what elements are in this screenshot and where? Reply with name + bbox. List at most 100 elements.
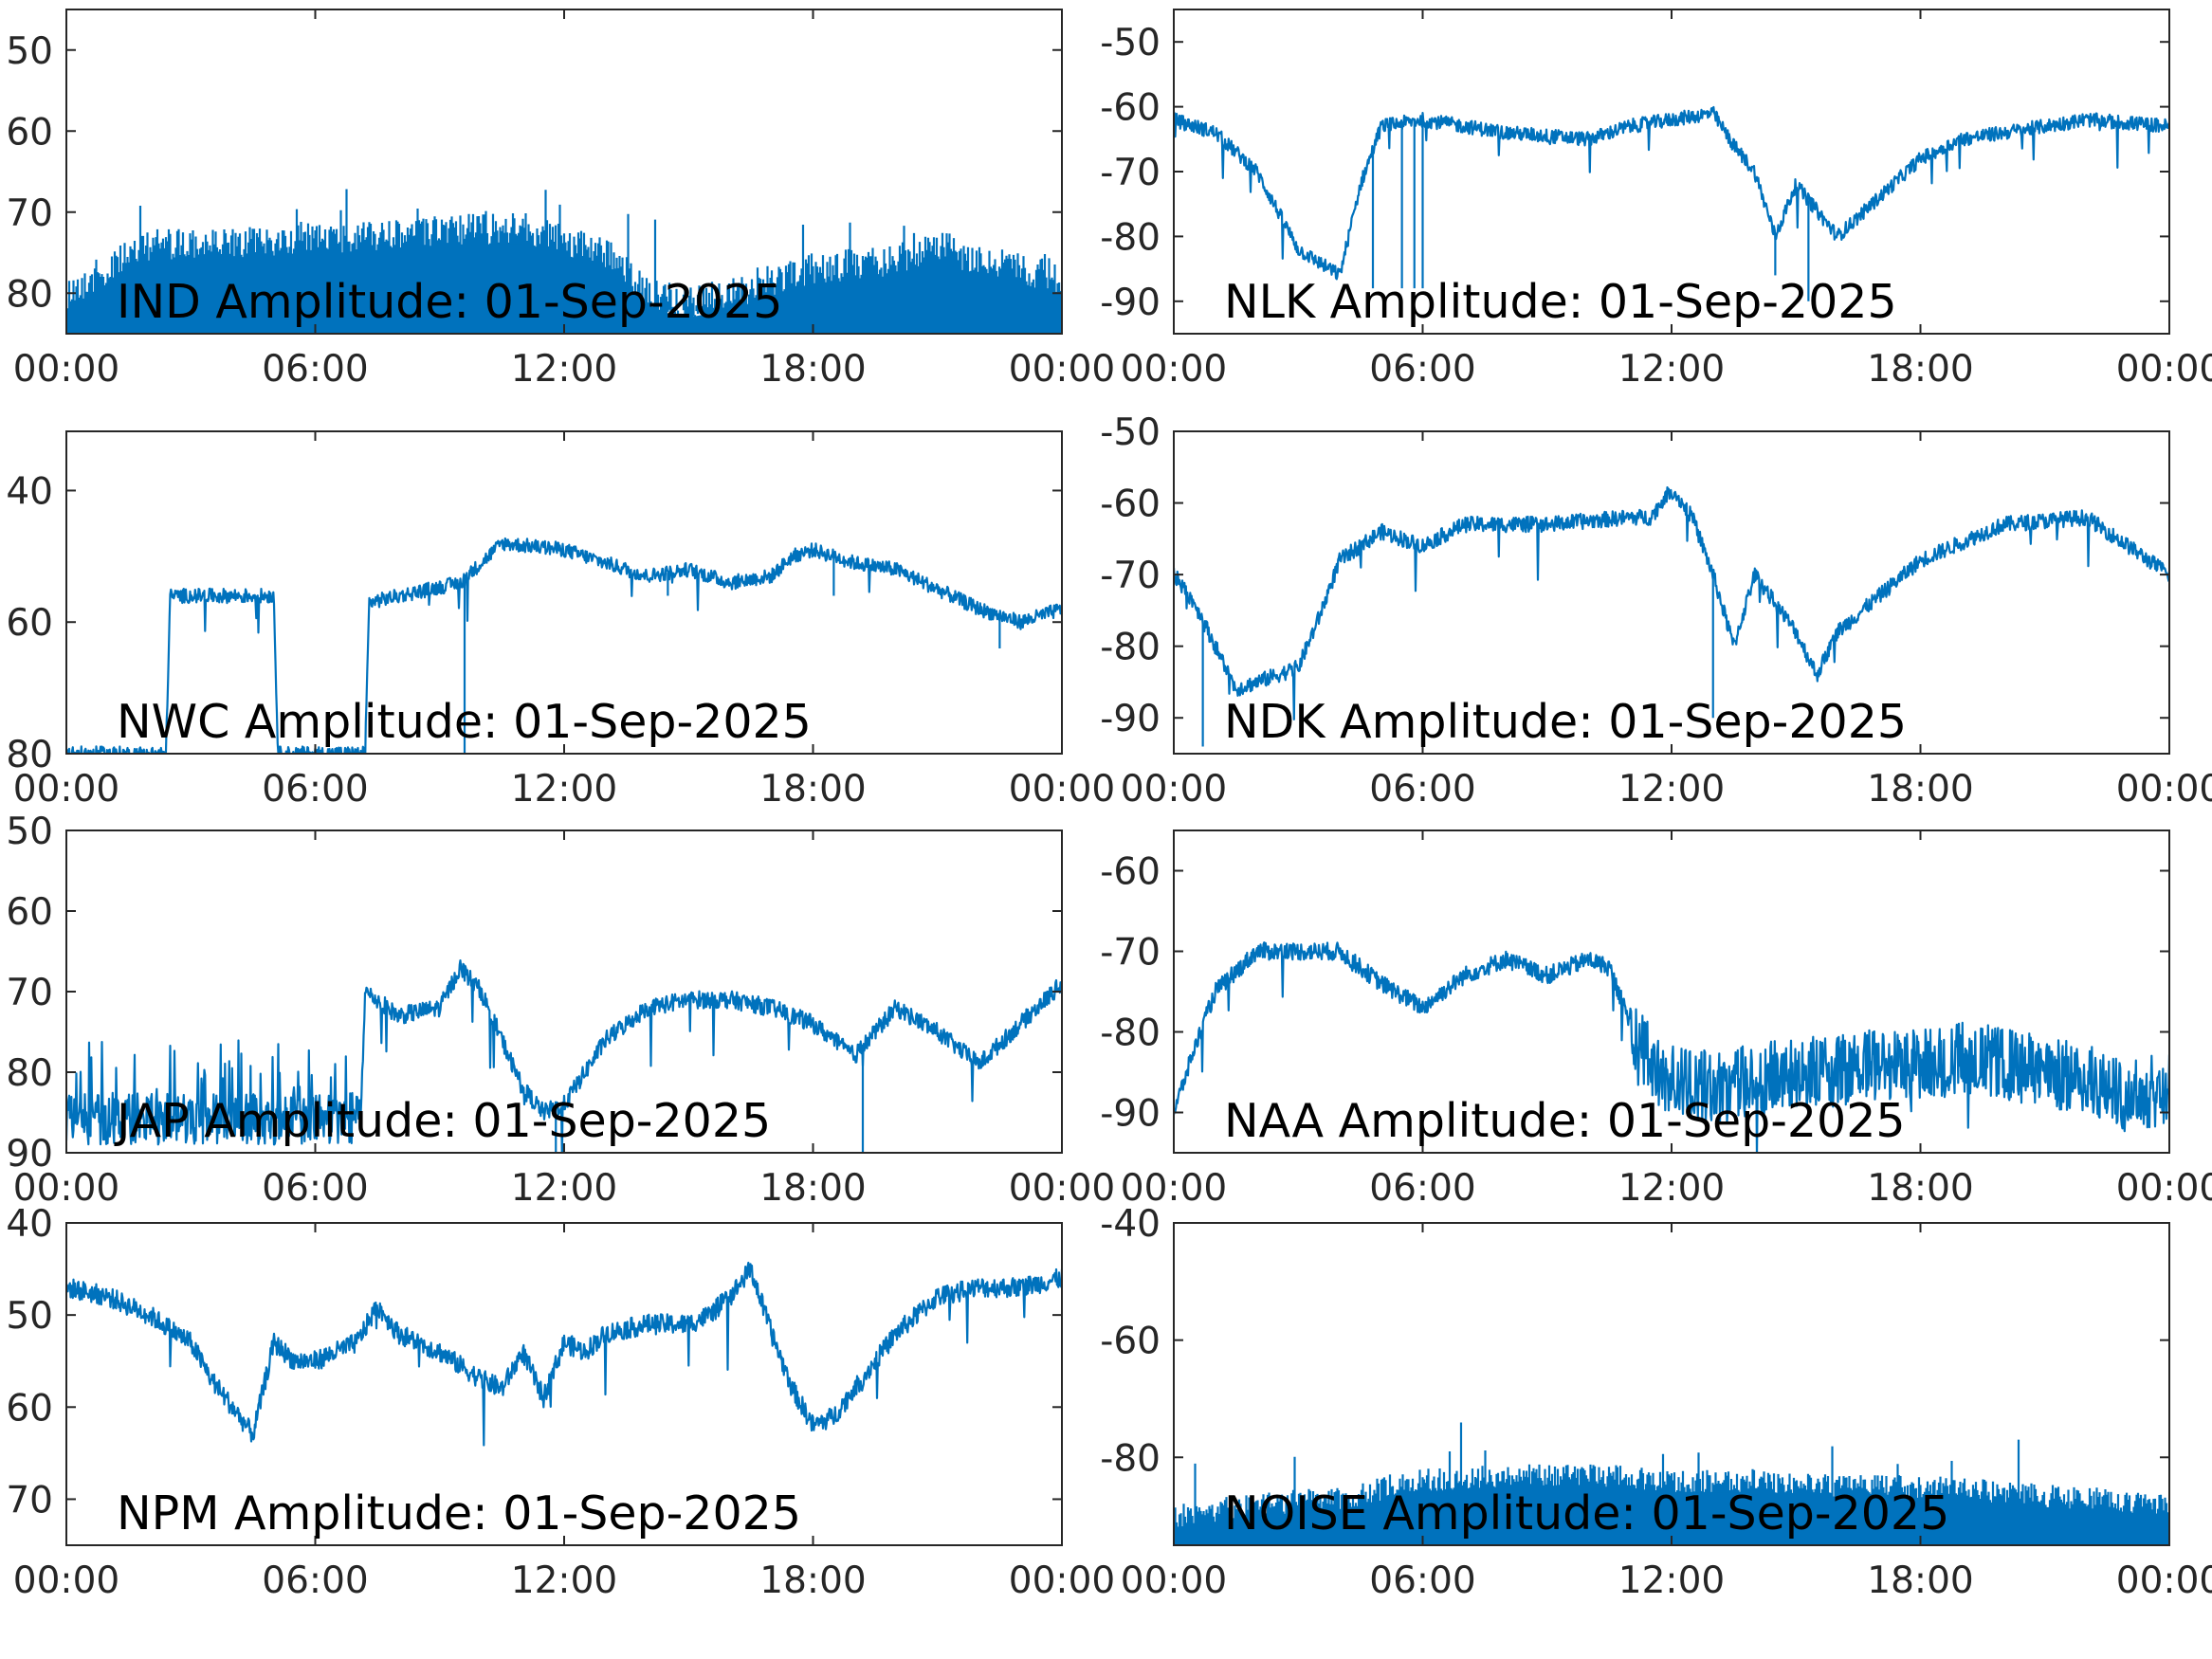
y-tick-label: 80 xyxy=(6,1052,53,1095)
x-tick-label: 18:00 xyxy=(759,768,866,811)
y-tick-label: -40 xyxy=(1100,1203,1161,1246)
panel-3: 00:00 06:00 12:00 18:00 00:00 40 60 80 NWC Ampli… xyxy=(6,430,1115,811)
x-tick-label: 18:00 xyxy=(1867,1559,1973,1602)
y-tick-label: 50 xyxy=(6,1295,53,1338)
y-tick-label: -80 xyxy=(1100,627,1161,669)
y-tick-label: 70 xyxy=(6,192,53,235)
y-tick-label: 80 xyxy=(6,734,53,776)
y-tick-label: 60 xyxy=(6,111,53,154)
x-tick-label: 00:00 xyxy=(13,768,119,811)
x-tick-label: 06:00 xyxy=(1369,348,1475,391)
panel-7: 00:00 06:00 12:00 18:00 00:00 40 50 60 70 NPM Amp… xyxy=(6,1203,1115,1602)
panel-8: 00:00 06:00 12:00 18:00 00:00 -40 -60 -80 NOISE … xyxy=(1100,1203,2212,1602)
y-tick-label: 50 xyxy=(6,30,53,73)
x-tick-label: 06:00 xyxy=(262,1167,368,1210)
y-tick-label: 40 xyxy=(6,470,53,513)
x-tick-label: 00:00 xyxy=(2116,1559,2212,1602)
x-tick-label: 00:00 xyxy=(1121,768,1227,811)
x-tick-label: 06:00 xyxy=(1369,1559,1475,1602)
x-tick-label: 00:00 xyxy=(13,1559,119,1602)
x-tick-label: 00:00 xyxy=(13,348,119,391)
y-tick-label: -80 xyxy=(1100,1437,1161,1480)
y-tick-label: 60 xyxy=(6,602,53,645)
y-tick-label: -50 xyxy=(1100,22,1161,64)
x-tick-label: 00:00 xyxy=(2116,348,2212,391)
series-line xyxy=(66,959,1062,1153)
series-line xyxy=(1174,941,2169,1153)
series-line xyxy=(1174,105,2169,281)
plot-area xyxy=(66,959,1062,1153)
y-tick-label: 60 xyxy=(6,891,53,934)
x-tick-label: 12:00 xyxy=(1618,1559,1725,1602)
x-tick-label: 12:00 xyxy=(511,348,617,391)
panel-title: JAP Amplitude: 01-Sep-2025 xyxy=(114,1094,771,1148)
x-tick-label: 00:00 xyxy=(13,1167,119,1210)
x-tick-label: 12:00 xyxy=(511,1559,617,1602)
x-tick-label: 18:00 xyxy=(759,348,866,391)
x-tick-label: 00:00 xyxy=(2116,1167,2212,1210)
panel-title: NOISE Amplitude: 01-Sep-2025 xyxy=(1224,1486,1949,1540)
plot-area xyxy=(1174,486,2169,747)
x-tick-label: 06:00 xyxy=(1369,1167,1475,1210)
series-band xyxy=(1174,1486,2169,1545)
y-tick-label: 70 xyxy=(6,1479,53,1522)
panel-5: 00:00 06:00 12:00 18:00 00:00 50 60 70 80 90 JAP A… xyxy=(6,811,1115,1210)
panel-title: NLK Amplitude: 01-Sep-2025 xyxy=(1224,275,1897,329)
x-tick-label: 00:00 xyxy=(1009,1559,1115,1602)
y-tick-label: 40 xyxy=(6,1203,53,1246)
y-tick-label: -60 xyxy=(1100,483,1161,526)
x-tick-label: 06:00 xyxy=(1369,768,1475,811)
x-tick-label: 00:00 xyxy=(1009,768,1115,811)
panel-title: IND Amplitude: 01-Sep-2025 xyxy=(117,275,782,329)
y-tick-label: -60 xyxy=(1100,1321,1161,1363)
plot-area xyxy=(1174,941,2169,1153)
y-tick-label: 90 xyxy=(6,1133,53,1176)
x-tick-label: 12:00 xyxy=(511,768,617,811)
x-tick-label: 00:00 xyxy=(1121,348,1227,391)
plot-area xyxy=(1174,105,2169,301)
series-line xyxy=(66,537,1062,754)
y-tick-label: -90 xyxy=(1100,282,1161,324)
y-tick-label: -70 xyxy=(1100,932,1161,975)
x-tick-label: 00:00 xyxy=(2116,768,2212,811)
plot-area xyxy=(66,189,1062,334)
y-tick-label: -90 xyxy=(1100,1093,1161,1136)
x-tick-label: 06:00 xyxy=(262,348,368,391)
x-tick-label: 06:00 xyxy=(262,1559,368,1602)
y-tick-label: 80 xyxy=(6,273,53,316)
panel-title: NWC Amplitude: 01-Sep-2025 xyxy=(117,695,812,749)
panel-title: NDK Amplitude: 01-Sep-2025 xyxy=(1224,695,1907,749)
x-tick-label: 12:00 xyxy=(1618,768,1725,811)
x-tick-label: 00:00 xyxy=(1121,1559,1227,1602)
series-band xyxy=(66,244,1062,334)
x-tick-label: 00:00 xyxy=(1009,1167,1115,1210)
x-tick-label: 18:00 xyxy=(1867,1167,1973,1210)
plot-area xyxy=(66,537,1062,754)
x-tick-label: 06:00 xyxy=(262,768,368,811)
y-tick-label: -90 xyxy=(1100,698,1161,740)
y-tick-label: -60 xyxy=(1100,851,1161,894)
y-tick-label: 70 xyxy=(6,972,53,1014)
panel-title: NAA Amplitude: 01-Sep-2025 xyxy=(1224,1094,1906,1148)
panel-1: 00:00 06:00 12:00 18:00 00:00 50 60 70 80 IND Amp… xyxy=(6,9,1115,391)
y-tick-label: -60 xyxy=(1100,87,1161,130)
x-tick-label: 18:00 xyxy=(1867,768,1973,811)
x-tick-label: 12:00 xyxy=(511,1167,617,1210)
x-tick-label: 18:00 xyxy=(759,1559,866,1602)
series-line xyxy=(1174,486,2169,720)
y-tick-label: -70 xyxy=(1100,152,1161,194)
series-line xyxy=(66,1261,1062,1447)
panel-title: NPM Amplitude: 01-Sep-2025 xyxy=(117,1486,801,1540)
x-tick-label: 18:00 xyxy=(1867,348,1973,391)
panel-4: 00:00 06:00 12:00 18:00 00:00 -50 -60 -70 -80 -90… xyxy=(1100,411,2212,811)
x-tick-label: 18:00 xyxy=(759,1167,866,1210)
y-tick-label: -70 xyxy=(1100,555,1161,597)
x-tick-label: 00:00 xyxy=(1121,1167,1227,1210)
plot-area xyxy=(66,1261,1062,1447)
y-tick-label: 50 xyxy=(6,811,53,853)
y-tick-label: -50 xyxy=(1100,411,1161,454)
plot-area xyxy=(1174,1422,2169,1545)
y-tick-label: -80 xyxy=(1100,216,1161,259)
x-tick-label: 00:00 xyxy=(1009,348,1115,391)
